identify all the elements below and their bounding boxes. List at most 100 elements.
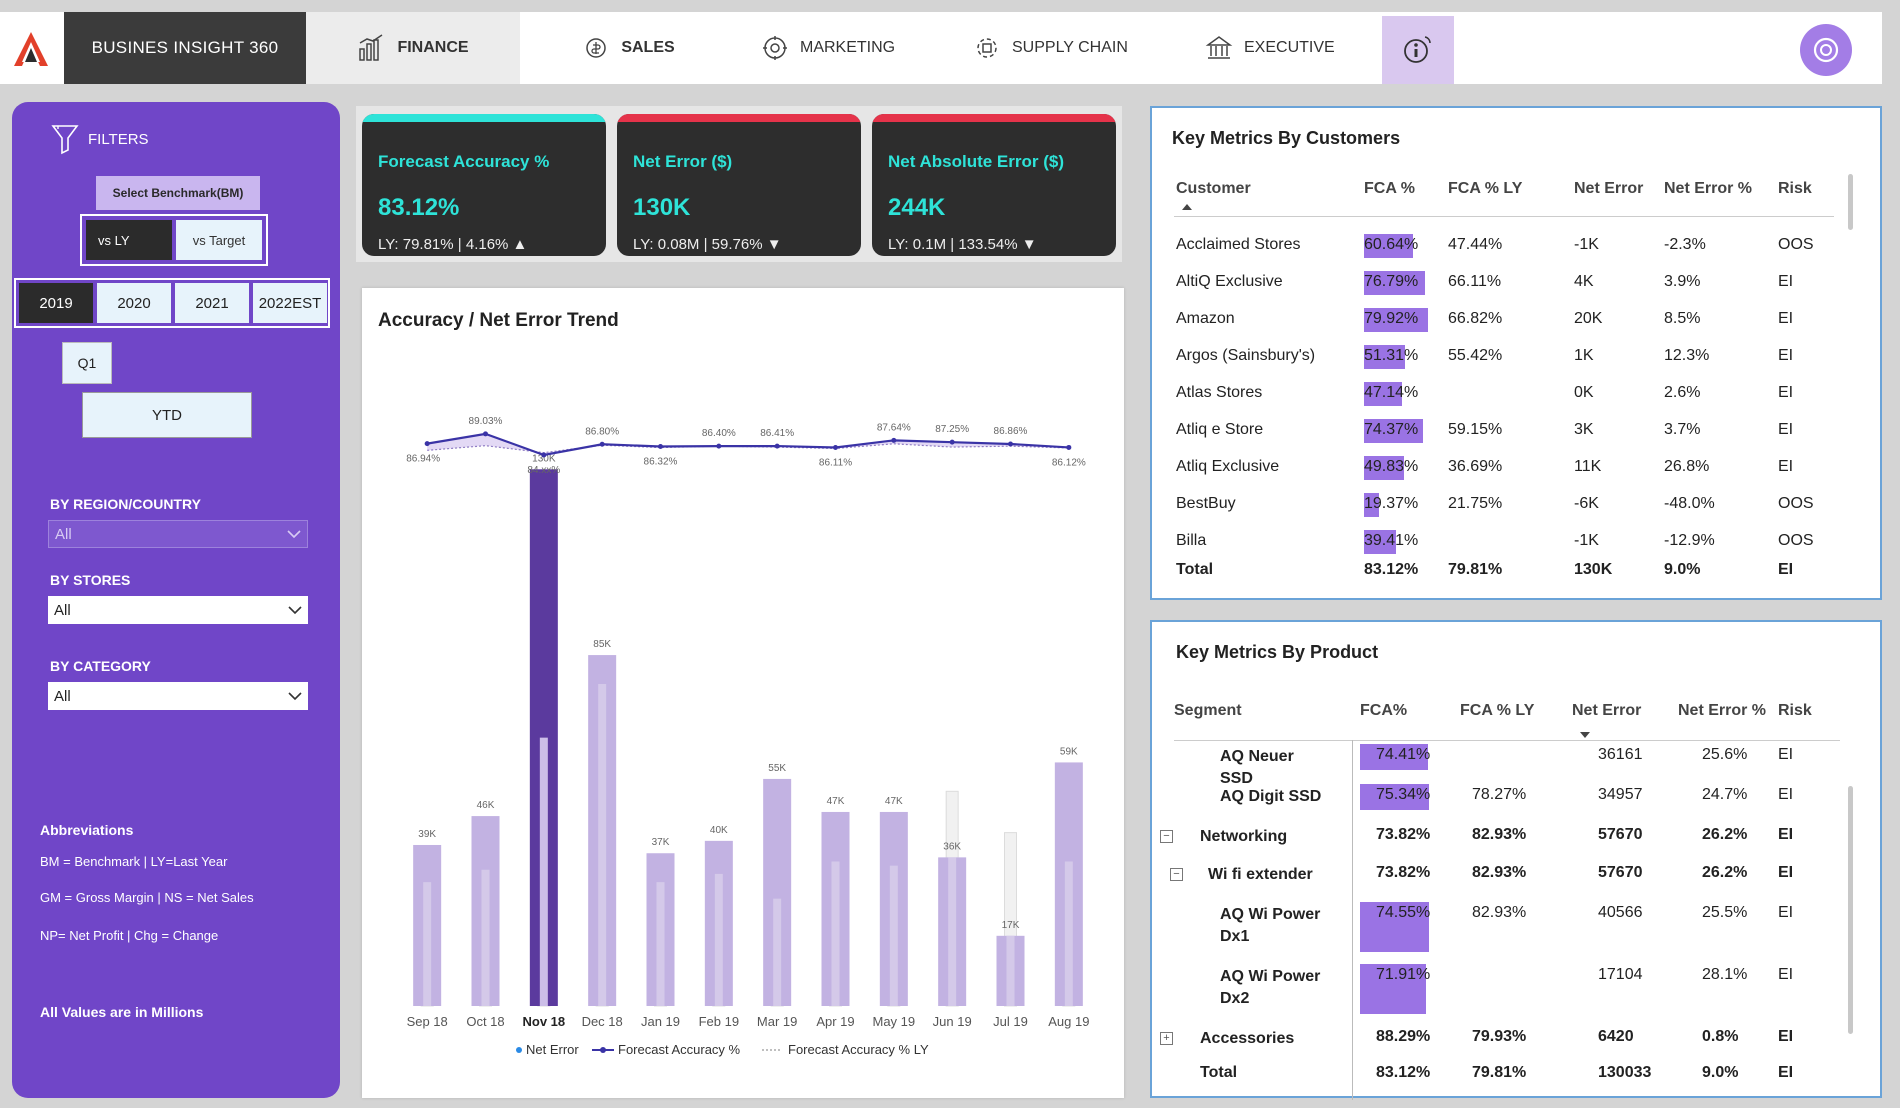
- year-2020-button[interactable]: 2020: [97, 283, 171, 323]
- table-row[interactable]: AQ Neuer SSD 74.41% 36161 25.6% EI: [1152, 742, 1842, 787]
- column-header[interactable]: Risk: [1778, 702, 1812, 719]
- table-row[interactable]: AltiQ Exclusive 76.79% 66.11% 4K 3.9% EI: [1152, 267, 1842, 304]
- table-cell: 25.6%: [1702, 746, 1748, 763]
- column-divider: [1352, 740, 1353, 1100]
- table-cell: -2.3%: [1664, 236, 1706, 253]
- region-dropdown[interactable]: All: [48, 520, 308, 548]
- kpi-subtext: LY: 0.1M | 133.54% ▼: [888, 236, 1037, 253]
- expand-icon[interactable]: +: [1160, 1032, 1173, 1045]
- chat-assistant-button[interactable]: [1800, 24, 1852, 76]
- benchmark-vs-target-button[interactable]: vs Target: [176, 220, 262, 260]
- chevron-down-icon: [288, 606, 302, 615]
- column-header[interactable]: FCA%: [1360, 702, 1408, 719]
- table-row[interactable]: Atliq e Store 74.37% 59.15% 3K 3.7% EI: [1152, 415, 1842, 452]
- benchmark-selector: vs LY vs Target: [80, 214, 268, 266]
- ytd-button[interactable]: YTD: [82, 392, 252, 438]
- kpi-subtext: LY: 0.08M | 59.76% ▼: [633, 236, 782, 253]
- net-error-inner-bar: [948, 857, 957, 1006]
- column-header[interactable]: Risk: [1778, 180, 1812, 197]
- kpi-card-net-error[interactable]: Net Error ($) 130K LY: 0.08M | 59.76% ▼: [617, 114, 861, 256]
- table-total-row: Total 83.12% 79.81% 130033 9.0% EI: [1152, 1064, 1842, 1094]
- column-header[interactable]: Customer: [1176, 180, 1251, 197]
- scrollbar[interactable]: [1848, 174, 1853, 230]
- kpi-stripe: [617, 114, 861, 122]
- column-header[interactable]: FCA % LY: [1448, 180, 1523, 197]
- column-header[interactable]: Segment: [1174, 702, 1242, 719]
- table-row[interactable]: Billa 39.41% -1K -12.9% OOS: [1152, 526, 1842, 563]
- table-row[interactable]: − Wi fi extender 73.82% 82.93% 57670 26.2% EI: [1152, 860, 1842, 894]
- forecast-accuracy-point: [891, 437, 897, 443]
- tab-sales-label: SALES: [621, 39, 675, 56]
- x-axis-tick-label: Mar 19: [757, 1014, 797, 1029]
- table-cell: 8.5%: [1664, 310, 1701, 327]
- table-cell: EI: [1778, 904, 1794, 921]
- table-row[interactable]: AQ Wi Power Dx2 71.91% 17104 28.1% EI: [1152, 962, 1842, 1018]
- column-header[interactable]: FCA %: [1364, 180, 1415, 197]
- net-error-data-label: 46K: [477, 800, 495, 811]
- table-cell: 57670: [1598, 864, 1643, 881]
- table-cell: 3.7%: [1664, 421, 1701, 438]
- table-row[interactable]: Atliq Exclusive 49.83% 36.69% 11K 26.8% EI: [1152, 452, 1842, 489]
- year-2022est-button[interactable]: 2022EST: [253, 283, 327, 323]
- filters-title: FILTERS: [88, 130, 149, 148]
- kpi-stripe: [362, 114, 606, 122]
- forecast-accuracy-point: [1066, 444, 1072, 450]
- table-cell: 28.1%: [1702, 966, 1748, 983]
- kpi-card-forecast-accuracy[interactable]: Forecast Accuracy % 83.12% LY: 79.81% | …: [362, 114, 606, 256]
- chevron-down-icon: [287, 530, 301, 539]
- tab-supply-chain[interactable]: SUPPLY CHAIN: [972, 12, 1162, 84]
- table-row[interactable]: Atlas Stores 47.14% 0K 2.6% EI: [1152, 378, 1842, 415]
- tab-finance[interactable]: FINANCE: [306, 12, 520, 84]
- table-row[interactable]: Argos (Sainsbury's) 51.31% 55.42% 1K 12.3% EI: [1152, 341, 1842, 378]
- kpi-value: 244K: [888, 194, 946, 221]
- table-cell: 73.82%: [1376, 864, 1431, 881]
- info-tab-button[interactable]: [1382, 16, 1454, 84]
- collapse-icon[interactable]: −: [1160, 830, 1173, 843]
- net-error-data-label: 39K: [418, 829, 436, 840]
- table-row[interactable]: AQ Wi Power Dx1 74.55% 82.93% 40566 25.5% EI: [1152, 900, 1842, 956]
- stores-dropdown[interactable]: All: [48, 596, 308, 624]
- trend-chart[interactable]: 39K 46K 130K 85K 37K 40K 55K 47K 47K 36K 17K 59K 86.…: [362, 288, 1124, 1088]
- tab-sales[interactable]: SALES: [520, 12, 736, 84]
- year-2021-button[interactable]: 2021: [175, 283, 249, 323]
- column-header[interactable]: Net Error: [1572, 702, 1642, 719]
- table-row[interactable]: BestBuy 19.37% 21.75% -6K -48.0% OOS: [1152, 489, 1842, 526]
- tab-executive[interactable]: EXECUTIVE: [1204, 12, 1374, 84]
- table-row[interactable]: Amazon 79.92% 66.82% 20K 8.5% EI: [1152, 304, 1842, 341]
- year-2019-button[interactable]: 2019: [19, 283, 93, 323]
- table-cell: BestBuy: [1176, 495, 1236, 512]
- x-axis-tick-label: May 19: [873, 1014, 916, 1029]
- table-cell: Acclaimed Stores: [1176, 236, 1301, 253]
- table-row[interactable]: Acclaimed Stores 60.64% 47.44% -1K -2.3% OOS: [1152, 230, 1842, 267]
- scrollbar[interactable]: [1848, 786, 1853, 1034]
- table-row[interactable]: + Accessories 88.29% 79.93% 6420 0.8% EI: [1152, 1024, 1842, 1058]
- kpi-card-net-absolute-error[interactable]: Net Absolute Error ($) 244K LY: 0.1M | 1…: [872, 114, 1116, 256]
- chart-title: Accuracy / Net Error Trend: [378, 310, 619, 331]
- table-cell: 24.7%: [1702, 786, 1748, 803]
- net-error-inner-bar: [831, 861, 840, 1006]
- category-dropdown[interactable]: All: [48, 682, 308, 710]
- column-header[interactable]: Net Error %: [1664, 180, 1753, 197]
- table-cell: EI: [1778, 310, 1794, 327]
- fca-data-bar: [1364, 308, 1428, 332]
- quarter-q1-button[interactable]: Q1: [62, 342, 112, 384]
- collapse-icon[interactable]: −: [1170, 868, 1183, 881]
- table-cell: 20K: [1574, 310, 1603, 327]
- table-cell: -1K: [1574, 236, 1599, 253]
- tab-marketing[interactable]: MARKETING: [760, 12, 920, 84]
- customers-table-card: Key Metrics By Customers Customer FCA % FC…: [1150, 106, 1882, 600]
- forecast-accuracy-point: [658, 444, 663, 450]
- net-error-data-label: 17K: [1002, 920, 1020, 931]
- filter-funnel-icon: [51, 125, 79, 155]
- total-cell: 130K: [1574, 561, 1613, 578]
- net-error-data-label: 36K: [943, 841, 961, 852]
- table-cell: 47.14%: [1364, 384, 1419, 401]
- table-row[interactable]: AQ Digit SSD 75.34% 78.27% 34957 24.7% EI: [1152, 782, 1842, 816]
- table-row[interactable]: − Networking 73.82% 82.93% 57670 26.2% EI: [1152, 822, 1842, 856]
- x-axis-tick-label: Oct 18: [466, 1014, 504, 1029]
- column-header[interactable]: Net Error: [1574, 180, 1644, 197]
- column-header[interactable]: Net Error %: [1678, 702, 1767, 719]
- benchmark-vs-ly-button[interactable]: vs LY: [86, 220, 172, 260]
- column-header[interactable]: FCA % LY: [1460, 702, 1535, 719]
- x-axis-tick-label: Jun 19: [933, 1014, 972, 1029]
